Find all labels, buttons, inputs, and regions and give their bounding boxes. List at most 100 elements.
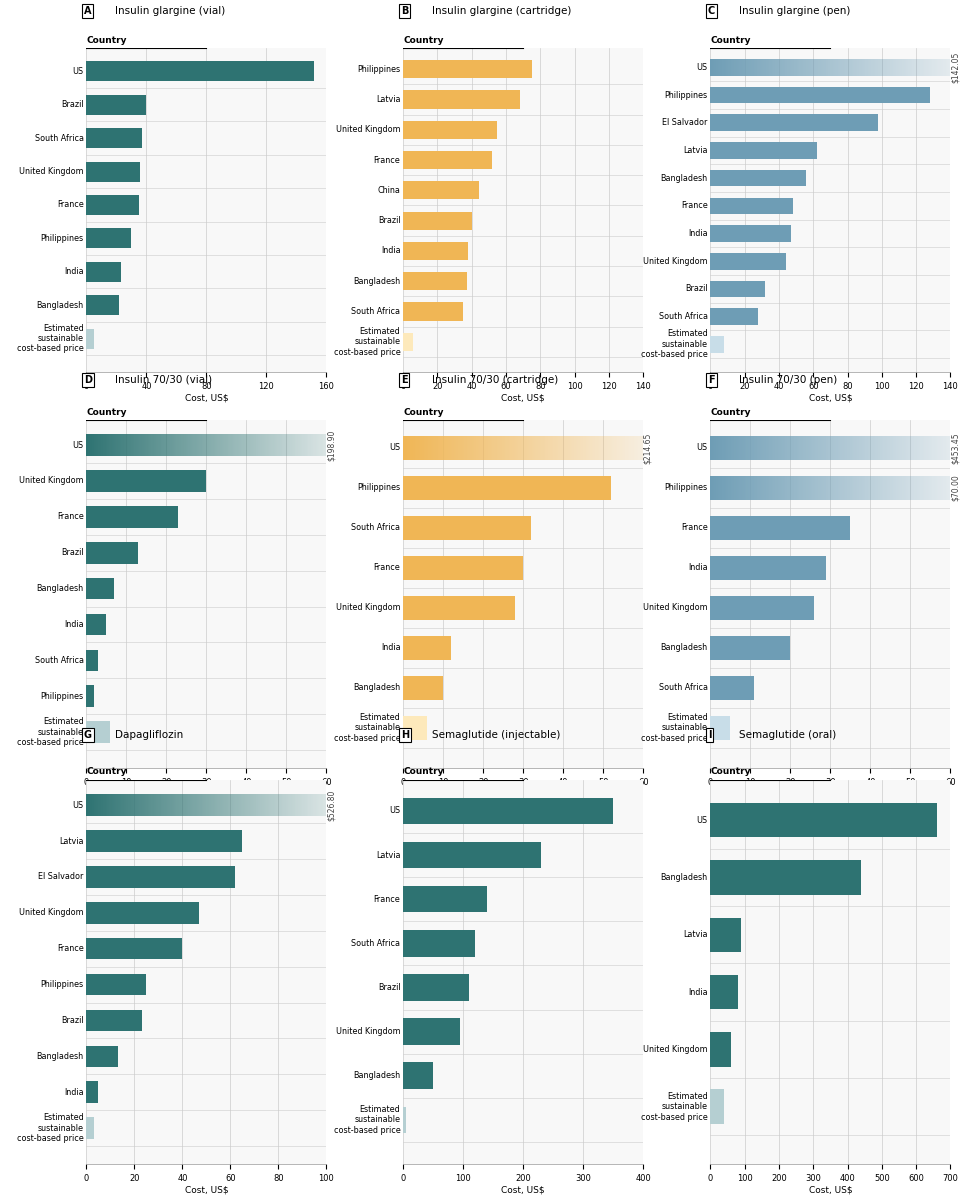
Bar [131, 434, 132, 456]
Bar [807, 436, 808, 460]
Bar [850, 436, 851, 460]
Bar [236, 434, 237, 456]
Bar [103, 794, 105, 816]
Bar [831, 436, 833, 460]
Bar [876, 476, 877, 500]
Bar [466, 436, 467, 460]
Bar [465, 436, 466, 460]
Bar [578, 436, 580, 460]
Bar [908, 59, 910, 76]
Bar [745, 436, 747, 460]
Bar [234, 434, 235, 456]
Bar [836, 436, 837, 460]
Bar [899, 59, 900, 76]
Bar [123, 434, 124, 456]
Bar [468, 436, 469, 460]
Bar [874, 59, 875, 76]
Bar [893, 476, 894, 500]
Bar [731, 476, 732, 500]
Bar [403, 90, 519, 108]
Bar [103, 434, 105, 456]
Bar [884, 59, 885, 76]
Bar [183, 434, 184, 456]
Bar [797, 476, 798, 500]
Bar [731, 59, 732, 76]
Bar [763, 476, 764, 500]
Bar [148, 434, 149, 456]
Bar [140, 794, 141, 816]
Bar [135, 434, 136, 456]
Bar [201, 794, 202, 816]
Bar [246, 434, 248, 456]
Bar [434, 436, 436, 460]
Bar [303, 794, 304, 816]
Bar [904, 59, 906, 76]
X-axis label: Cost, US$: Cost, US$ [184, 790, 228, 798]
Bar [175, 794, 177, 816]
Bar [942, 59, 943, 76]
Bar [112, 794, 114, 816]
Bar [597, 436, 599, 460]
Bar [187, 794, 188, 816]
Bar [804, 436, 805, 460]
Bar [97, 434, 98, 456]
Bar [92, 794, 93, 816]
Bar [787, 59, 788, 76]
Bar [581, 436, 582, 460]
Bar [239, 434, 240, 456]
Bar [947, 59, 948, 76]
Bar [514, 436, 515, 460]
Bar [192, 794, 193, 816]
Bar [567, 436, 568, 460]
Bar [403, 516, 531, 540]
Bar [164, 794, 165, 816]
Bar [795, 59, 796, 76]
Bar [806, 476, 807, 500]
Bar [926, 59, 927, 76]
Bar [719, 476, 720, 500]
Bar [183, 794, 184, 816]
Bar [782, 476, 783, 500]
Bar [914, 476, 916, 500]
Bar [279, 794, 280, 816]
Bar [221, 434, 222, 456]
Bar [313, 794, 314, 816]
Bar [863, 436, 864, 460]
Bar [946, 476, 947, 500]
Bar [109, 794, 110, 816]
Bar [868, 59, 869, 76]
Bar [298, 794, 299, 816]
Bar [198, 794, 200, 816]
Bar [101, 794, 102, 816]
Bar [897, 476, 898, 500]
Bar [871, 59, 873, 76]
Bar [572, 436, 574, 460]
Text: I: I [708, 730, 711, 740]
Bar [450, 436, 451, 460]
Text: Country: Country [86, 36, 127, 44]
Bar [213, 794, 215, 816]
Bar [814, 59, 815, 76]
Bar [159, 794, 160, 816]
Bar [135, 794, 136, 816]
Bar [941, 59, 942, 76]
Bar [319, 794, 321, 816]
Bar [93, 434, 95, 456]
Bar [743, 476, 744, 500]
Bar [844, 436, 845, 460]
Bar [810, 476, 811, 500]
Bar [164, 434, 165, 456]
Bar [738, 476, 739, 500]
Bar [619, 436, 620, 460]
Bar [265, 434, 266, 456]
Bar [732, 59, 733, 76]
Bar [158, 794, 159, 816]
Bar [495, 436, 497, 460]
Bar [563, 436, 564, 460]
Bar [803, 59, 804, 76]
Bar [136, 434, 138, 456]
Bar [275, 794, 276, 816]
Bar [525, 436, 527, 460]
Bar [855, 59, 856, 76]
Bar [462, 436, 463, 460]
